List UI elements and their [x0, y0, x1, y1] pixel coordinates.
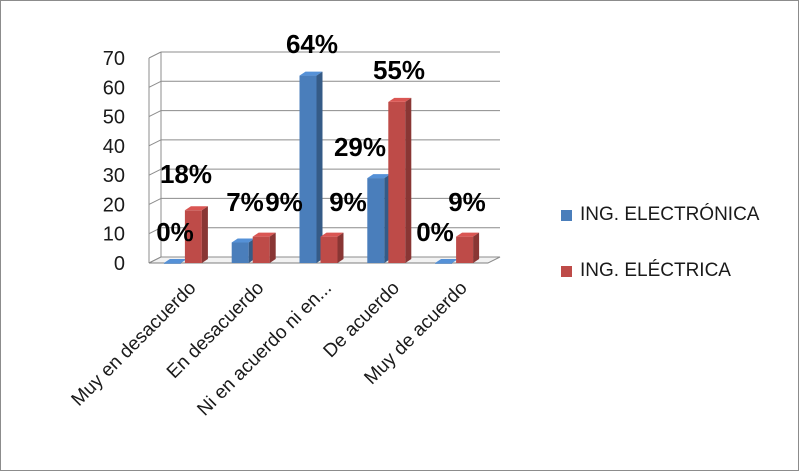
legend-swatch-electrica [561, 265, 572, 277]
data-label-1-4: 9% [448, 187, 486, 217]
y-tick-label: 30 [103, 165, 125, 187]
legend-label-electronica: ING. ELECTRÓNICA [580, 204, 760, 225]
y-tick-label: 10 [103, 224, 125, 246]
bar-top-1-3 [388, 97, 412, 102]
bar-side-0-2 [316, 71, 323, 263]
bar-1-2 [320, 236, 338, 263]
legend: ING. ELECTRÓNICA ING. ELÉCTRICA [561, 201, 796, 313]
bar-side-1-4 [473, 232, 480, 263]
legend-swatch-electronica [561, 209, 572, 221]
data-label-1-3: 55% [373, 55, 425, 85]
bar-0-4 [435, 263, 453, 264]
legend-label-electrica: ING. ELÉCTRICA [580, 260, 731, 281]
legend-item-electronica: ING. ELECTRÓNICA [561, 201, 796, 229]
gridline-side [148, 80, 162, 88]
data-label-1-2: 9% [329, 187, 367, 217]
y-tick-label: 20 [103, 194, 125, 216]
bar-top-0-3 [367, 174, 391, 179]
x-tick-label: Ni en acuerdo ni en... [193, 278, 336, 421]
data-label-0-4: 0% [416, 217, 454, 247]
bar-1-4 [456, 236, 474, 263]
bar-top-0-0 [163, 259, 187, 263]
data-label-0-1: 7% [226, 187, 264, 217]
bar-0-0 [163, 263, 181, 264]
y-tick-label: 60 [103, 77, 125, 99]
bar-top-1-2 [320, 232, 344, 237]
bar-top-0-1 [231, 238, 255, 243]
bar-1-0 [184, 210, 202, 263]
bar-0-2 [299, 75, 317, 263]
bar-1-1 [252, 236, 270, 263]
data-label-1-1: 9% [265, 187, 303, 217]
bar-top-0-2 [299, 71, 323, 76]
bar-top-1-4 [456, 232, 480, 237]
bar-1-3 [388, 101, 406, 263]
bar-top-0-4 [435, 259, 459, 263]
bar-top-1-0 [184, 206, 208, 211]
data-label-0-3: 29% [334, 132, 386, 162]
y-tick-label: 50 [103, 107, 125, 129]
gridline-side [148, 110, 162, 118]
bar-side-1-1 [269, 232, 276, 263]
x-tick-label: Muy en desacuerdo [68, 278, 201, 411]
bar-top-1-1 [252, 232, 276, 237]
legend-item-electrica: ING. ELÉCTRICA [561, 257, 796, 285]
gridline-side [148, 227, 162, 235]
gridline-side [148, 197, 162, 205]
bar-side-1-0 [201, 206, 208, 263]
y-tick-label: 0 [114, 253, 125, 275]
data-label-1-0: 18% [160, 159, 212, 189]
bar-side-1-2 [337, 232, 344, 263]
gridline-side [148, 139, 162, 147]
data-label-0-2: 64% [286, 29, 338, 59]
data-label-0-0: 0% [156, 217, 194, 247]
bar-0-1 [231, 242, 249, 263]
y-tick-label: 70 [103, 48, 125, 70]
gridline-side [148, 168, 162, 176]
bar-side-1-3 [405, 97, 412, 263]
bar-0-3 [367, 178, 385, 263]
gridline-side [148, 51, 162, 59]
y-tick-label: 40 [103, 136, 125, 158]
